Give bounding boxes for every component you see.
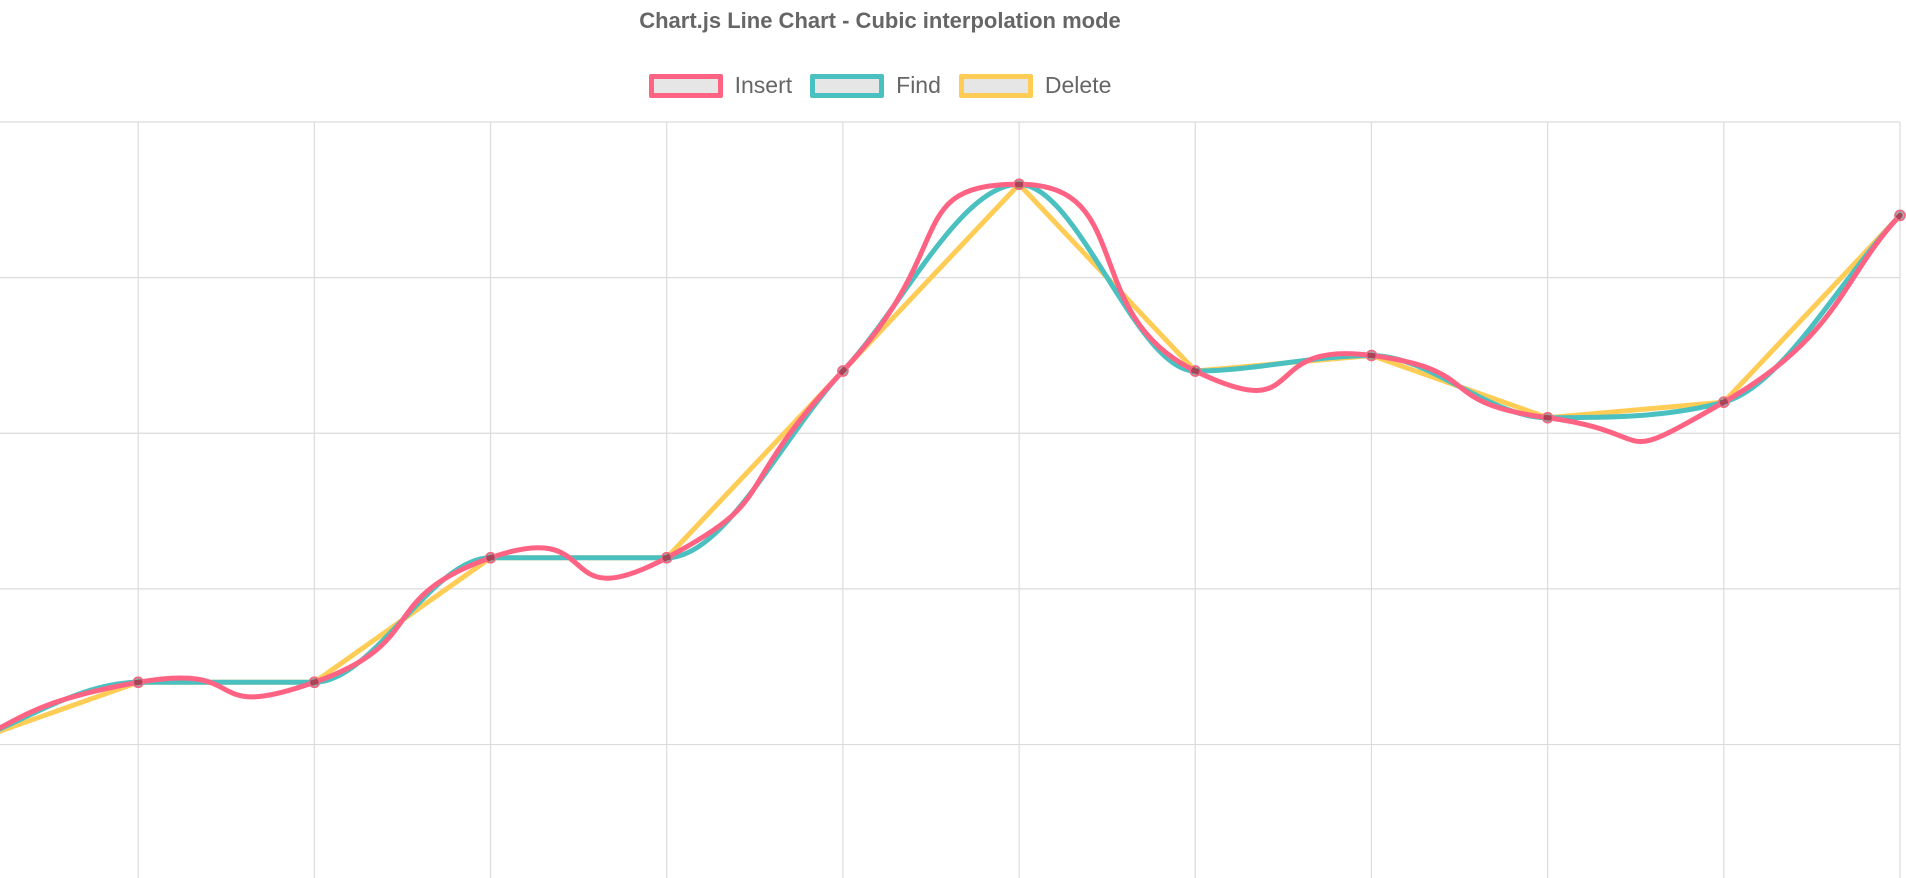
legend: Insert Find Delete [0, 72, 1760, 99]
data-point-insert-10 [1718, 396, 1730, 408]
series-line-delete [0, 181, 1903, 734]
data-points [132, 178, 1906, 689]
legend-item-find[interactable]: Find [810, 72, 941, 99]
legend-label-find: Find [896, 72, 941, 98]
legend-swatch-delete [958, 73, 1033, 98]
legend-item-insert[interactable]: Insert [648, 72, 793, 99]
legend-swatch-find [810, 73, 885, 98]
data-point-insert-1 [132, 676, 144, 689]
data-point-insert-7 [1189, 365, 1202, 377]
legend-label-insert: Insert [734, 72, 793, 98]
grid-lines [0, 121, 1901, 878]
series-line-insert [0, 181, 1903, 731]
data-point-insert-2 [308, 676, 321, 689]
data-point-insert-3 [484, 552, 497, 564]
series-line-find [0, 181, 1903, 732]
legend-swatch-insert [648, 73, 723, 98]
data-point-insert-5 [837, 365, 849, 377]
series-lines [0, 181, 1903, 734]
data-point-insert-4 [660, 552, 673, 564]
data-point-insert-8 [1365, 349, 1378, 362]
data-point-insert-6 [1013, 178, 1025, 191]
data-point-insert-11 [1894, 209, 1906, 222]
legend-label-delete: Delete [1044, 72, 1112, 98]
data-point-insert-9 [1541, 411, 1554, 424]
legend-item-delete[interactable]: Delete [958, 72, 1112, 99]
chart-title: Chart.js Line Chart - Cubic interpolatio… [639, 8, 1121, 33]
